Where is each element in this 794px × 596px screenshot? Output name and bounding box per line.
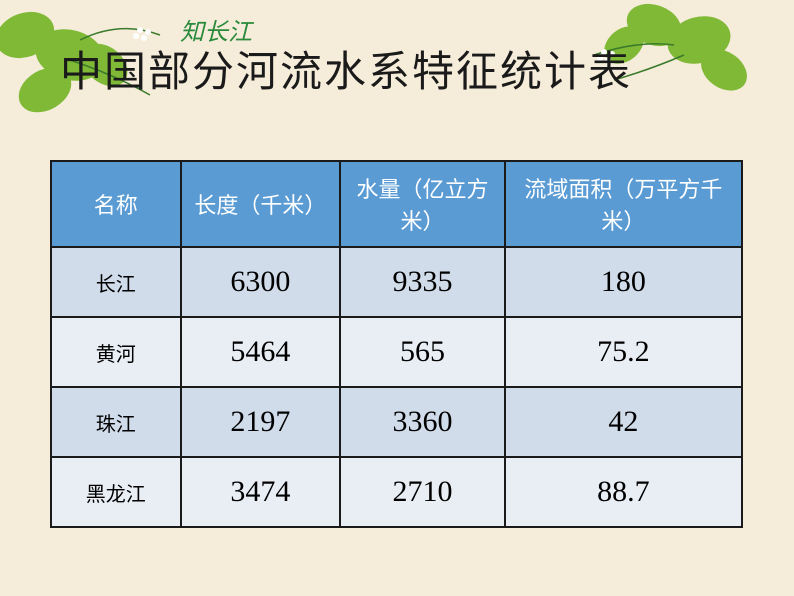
cell-name: 黄河 bbox=[51, 317, 181, 387]
table-header-row: 名称 长度（千米） 水量（亿立方米） 流域面积（万平方千米） bbox=[51, 161, 742, 247]
cell-name: 黑龙江 bbox=[51, 457, 181, 527]
cell-volume: 9335 bbox=[340, 247, 505, 317]
cell-volume: 3360 bbox=[340, 387, 505, 457]
table-row: 黄河 5464 565 75.2 bbox=[51, 317, 742, 387]
cell-name: 珠江 bbox=[51, 387, 181, 457]
cell-length: 6300 bbox=[181, 247, 341, 317]
cell-area: 88.7 bbox=[505, 457, 742, 527]
cell-length: 3474 bbox=[181, 457, 341, 527]
page-title: 中国部分河流水系特征统计表 bbox=[60, 38, 632, 99]
table-row: 珠江 2197 3360 42 bbox=[51, 387, 742, 457]
cell-area: 42 bbox=[505, 387, 742, 457]
header-area: 流域面积（万平方千米） bbox=[505, 161, 742, 247]
cell-length: 5464 bbox=[181, 317, 341, 387]
cell-area: 180 bbox=[505, 247, 742, 317]
river-table: 名称 长度（千米） 水量（亿立方米） 流域面积（万平方千米） 长江 6300 9… bbox=[50, 160, 743, 528]
cell-volume: 2710 bbox=[340, 457, 505, 527]
header-length: 长度（千米） bbox=[181, 161, 341, 247]
header-name: 名称 bbox=[51, 161, 181, 247]
cell-volume: 565 bbox=[340, 317, 505, 387]
table-row: 黑龙江 3474 2710 88.7 bbox=[51, 457, 742, 527]
river-table-container: 名称 长度（千米） 水量（亿立方米） 流域面积（万平方千米） 长江 6300 9… bbox=[50, 160, 743, 528]
cell-length: 2197 bbox=[181, 387, 341, 457]
cell-area: 75.2 bbox=[505, 317, 742, 387]
table-row: 长江 6300 9335 180 bbox=[51, 247, 742, 317]
header-volume: 水量（亿立方米） bbox=[340, 161, 505, 247]
cell-name: 长江 bbox=[51, 247, 181, 317]
